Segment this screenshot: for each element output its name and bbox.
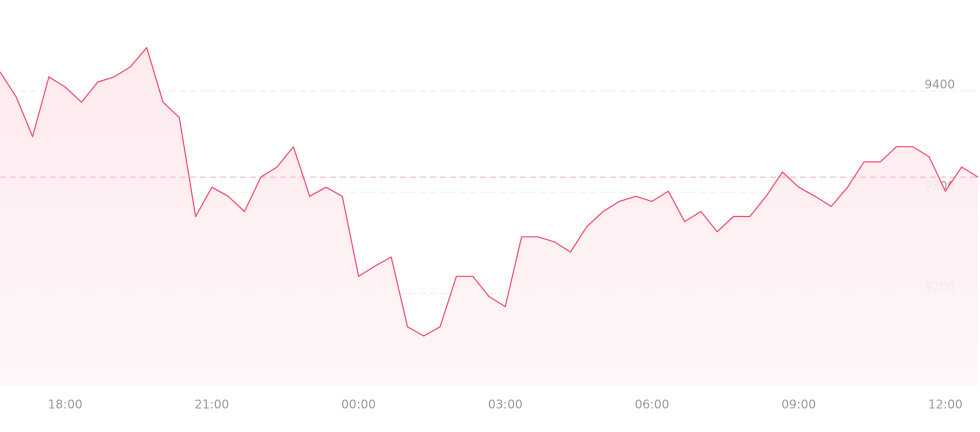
x-tick-label: 06:00 — [635, 398, 670, 412]
y-tick-label: 9400 — [924, 78, 955, 92]
x-tick-label: 21:00 — [195, 398, 230, 412]
price-line — [0, 47, 979, 337]
x-tick-label: 00:00 — [341, 398, 376, 412]
x-tick-label: 03:00 — [488, 398, 523, 412]
area — [0, 47, 978, 385]
x-tick-label: 18:00 — [48, 398, 83, 412]
x-tick-label: 09:00 — [781, 398, 816, 412]
x-tick-label: 12:00 — [928, 398, 963, 412]
